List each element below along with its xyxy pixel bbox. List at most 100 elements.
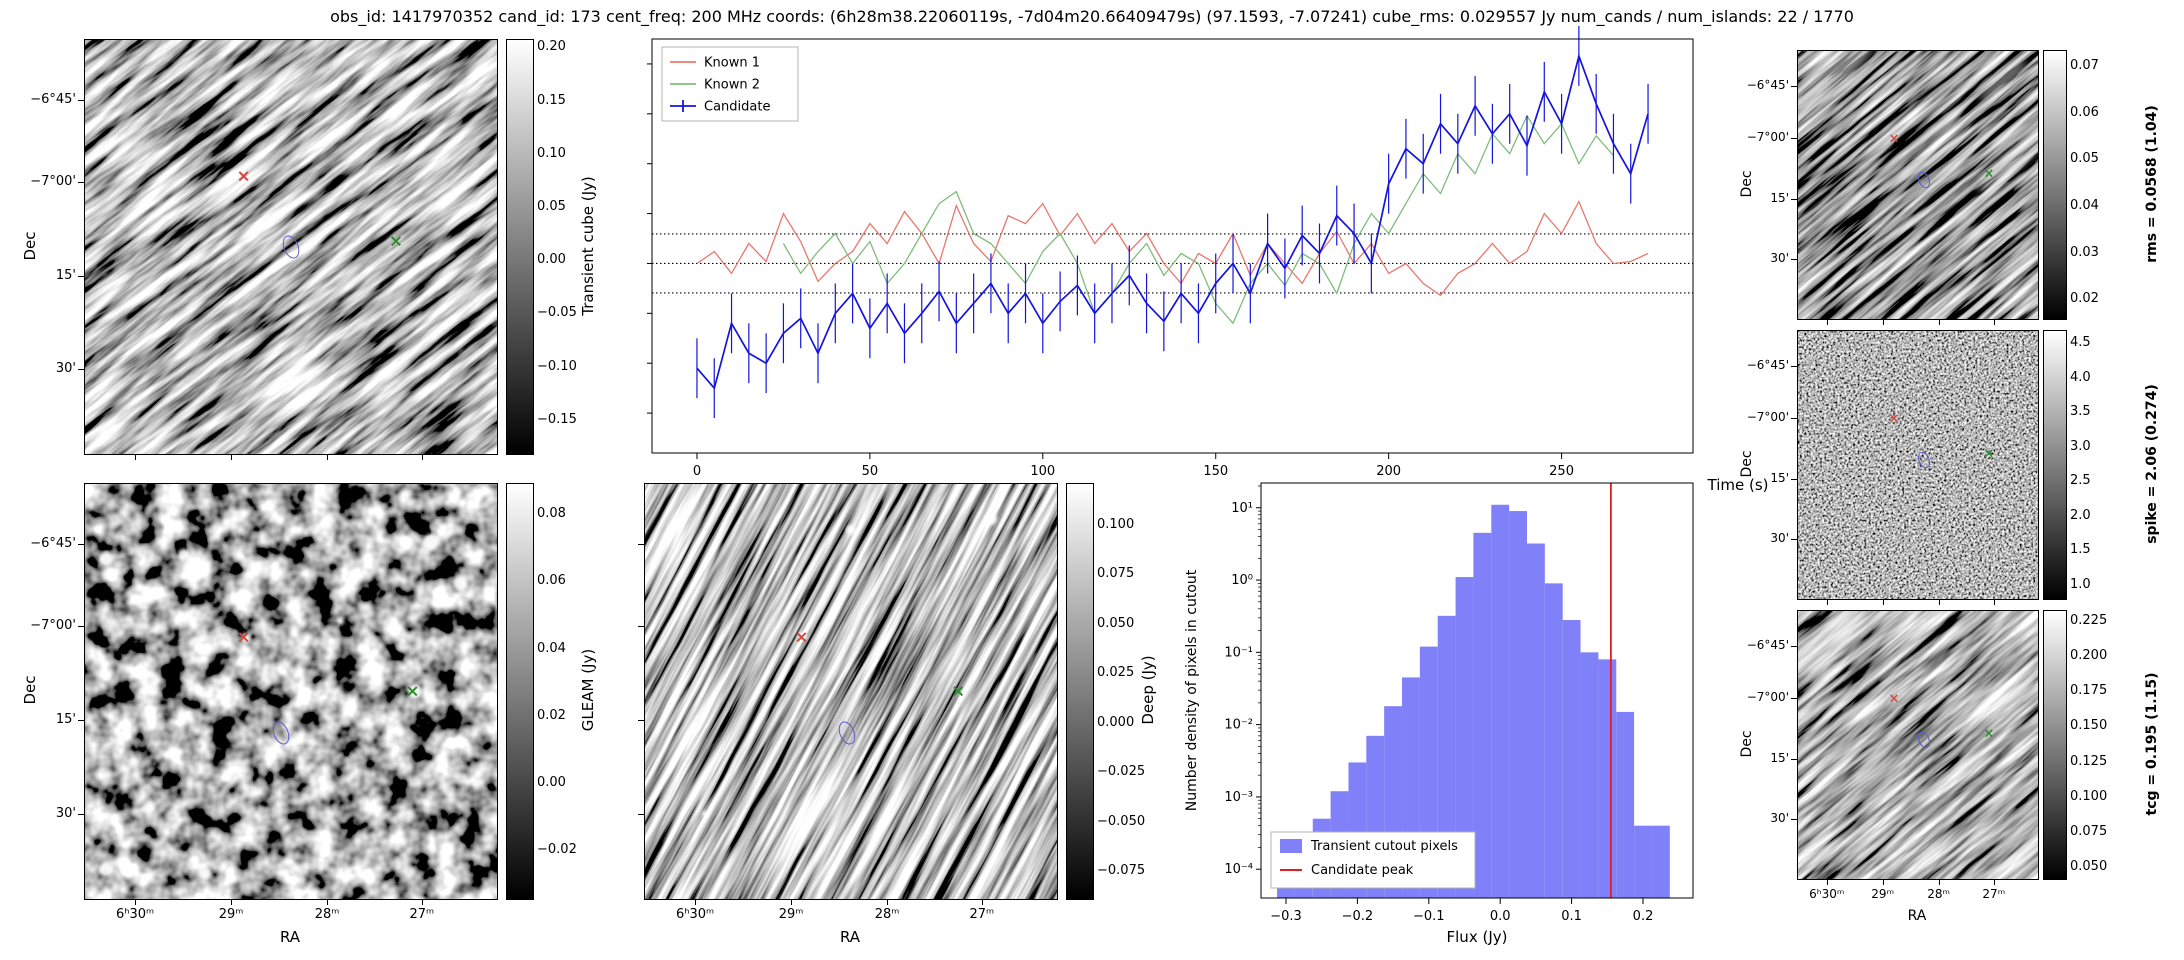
dec-tick-label: −7°00': [1746, 130, 1789, 145]
ra-tick-mark: [1826, 879, 1828, 885]
dec-tick-mark: [78, 368, 84, 370]
ra-tick-label: 29ᵐ: [778, 907, 804, 922]
gleam-colorbar-tick: 0.08: [537, 506, 566, 522]
transient-colorbar: [506, 39, 534, 455]
tcg-colorbar-tick: 0.200: [2070, 647, 2108, 663]
histogram-x-tick: 0.1: [1561, 909, 1582, 924]
histogram-bar: [1455, 577, 1474, 898]
histogram-chart: −0.3 −0.2 −0.1 0.0 0.1 0.2 10¹ 10⁰ 10⁻¹ 10⁻² 10⁻³ 1…: [1184, 482, 1694, 946]
transient-colorbar-tick: −0.15: [537, 411, 577, 427]
histogram-y-tick: 10⁻⁴: [1224, 862, 1253, 877]
deep-noise-texture: [645, 484, 1057, 899]
histogram-bar: [1491, 504, 1510, 898]
dec-tick-label: 30': [1770, 531, 1789, 546]
deep-colorbar-tick: −0.050: [1097, 813, 1146, 829]
dec-tick-mark: [1791, 759, 1797, 761]
spike-colorbar-tick: 3.0: [2070, 438, 2091, 454]
tcg-colorbar: [2043, 610, 2067, 880]
histogram-y-tick: 10⁻¹: [1224, 645, 1253, 660]
gleam-colorbar-tick: 0.04: [537, 640, 566, 656]
ra-tick-mark: [981, 899, 983, 905]
dec-tick-mark: [1791, 646, 1797, 648]
dec-tick-mark: [1791, 819, 1797, 821]
dec-tick-label: −6°45': [30, 536, 76, 551]
spike-colorbar-tick: 4.0: [2070, 369, 2091, 385]
ra-tick-label: 28ᵐ: [1927, 887, 1950, 901]
series-known-2: [782, 114, 1614, 325]
dec-tick-label: 15': [1770, 471, 1789, 486]
spike-colorbar-tick: 2.5: [2070, 473, 2091, 489]
rms-colorbar-tick: 0.03: [2070, 244, 2099, 260]
rms-colorbar-tick: 0.04: [2070, 197, 2099, 213]
ra-tick-mark: [1882, 879, 1884, 885]
lightcurve-x-tick: 100: [1030, 464, 1055, 479]
ra-axis-label: RA: [279, 928, 301, 946]
dec-tick-mark: [1791, 698, 1797, 700]
dec-tick-label: 15': [1770, 751, 1789, 766]
dec-tick-label: −6°45': [1746, 78, 1789, 93]
histogram-bar: [1651, 825, 1670, 898]
dec-tick-label: −6°45': [1746, 358, 1789, 373]
transient-colorbar-tick: 0.10: [537, 145, 566, 161]
dec-tick-label: 15': [55, 267, 76, 283]
known2-marker-icon: ×: [388, 231, 404, 252]
known1-marker-icon: ×: [236, 627, 251, 648]
ra-tick-mark: [231, 899, 233, 905]
histogram-y-tick: 10⁰: [1231, 573, 1253, 588]
ra-tick-label: 27ᵐ: [409, 907, 435, 922]
rms-colorbar-label: rms = 0.0568 (1.04): [2144, 105, 2160, 263]
dec-tick-mark: [78, 626, 84, 628]
tcg-colorbar-tick: 0.225: [2070, 612, 2108, 628]
ra-tick-label: 29ᵐ: [218, 907, 244, 922]
lightcurve-x-tick: 0: [693, 464, 701, 479]
dec-tick-mark: [1791, 366, 1797, 368]
transient-colorbar-tick: 0.15: [537, 92, 566, 108]
ra-tick-mark: [1993, 319, 1995, 325]
ra-tick-label: 29ᵐ: [1871, 887, 1895, 901]
histogram-bar: [1562, 620, 1581, 898]
deep-cutout-image: × ×: [644, 483, 1058, 900]
histogram-bar: [1580, 652, 1599, 898]
tcg-colorbar-tick: 0.050: [2070, 859, 2108, 875]
dec-tick-mark: [1791, 199, 1797, 201]
dec-tick-mark: [1791, 138, 1797, 140]
histogram-legend: Transient cutout pixels Candidate peak: [1270, 831, 1476, 889]
histogram-bar: [1598, 659, 1617, 898]
rms-colorbar-tick: 0.06: [2070, 104, 2099, 120]
ra-tick-mark: [1993, 599, 1995, 605]
rms-colorbar: [2043, 50, 2067, 320]
dec-tick-label: −7°00': [30, 618, 76, 634]
dec-tick-label: 15': [55, 712, 76, 728]
dec-tick-mark: [1791, 479, 1797, 481]
deep-colorbar-label: Deep (Jy): [1139, 655, 1157, 725]
deep-colorbar-tick: 0.075: [1097, 566, 1135, 581]
dec-tick-label: −7°00': [1746, 690, 1789, 705]
transient-colorbar-tick: −0.05: [537, 305, 577, 321]
histogram-x-label: Flux (Jy): [1447, 928, 1508, 946]
ra-tick-mark: [327, 899, 329, 905]
deep-colorbar-tick: 0.050: [1097, 615, 1135, 631]
dec-tick-label: −7°00': [30, 173, 76, 189]
tcg-cutout-image: × ×: [1797, 610, 2039, 880]
lightcurve-x-tick: 50: [862, 464, 879, 479]
dec-tick-label: 15': [1770, 191, 1789, 206]
histogram-y-tick: 10⁻³: [1224, 790, 1253, 805]
dec-axis-label: Dec: [21, 675, 39, 705]
lightcurve-x-tick: 200: [1376, 464, 1401, 479]
dec-tick-mark: [78, 275, 84, 277]
spike-colorbar-tick: 2.0: [2070, 507, 2091, 523]
ra-tick-mark: [421, 454, 423, 460]
ra-tick-mark: [1938, 319, 1940, 325]
dec-tick-mark: [638, 720, 644, 722]
histogram-x-tick: −0.3: [1270, 909, 1302, 924]
ra-tick-label: 6ʰ30ᵐ: [1809, 887, 1845, 901]
tcg-colorbar-tick: 0.100: [2070, 788, 2108, 804]
dec-tick-mark: [78, 813, 84, 815]
deep-colorbar-tick: 0.000: [1097, 714, 1135, 730]
dec-tick-label: 30': [1770, 811, 1789, 826]
histogram-x-tick: −0.2: [1342, 909, 1374, 924]
spike-colorbar-tick: 1.5: [2070, 542, 2091, 558]
legend-entry: Candidate: [704, 100, 770, 115]
known2-marker-icon: ×: [950, 681, 966, 701]
